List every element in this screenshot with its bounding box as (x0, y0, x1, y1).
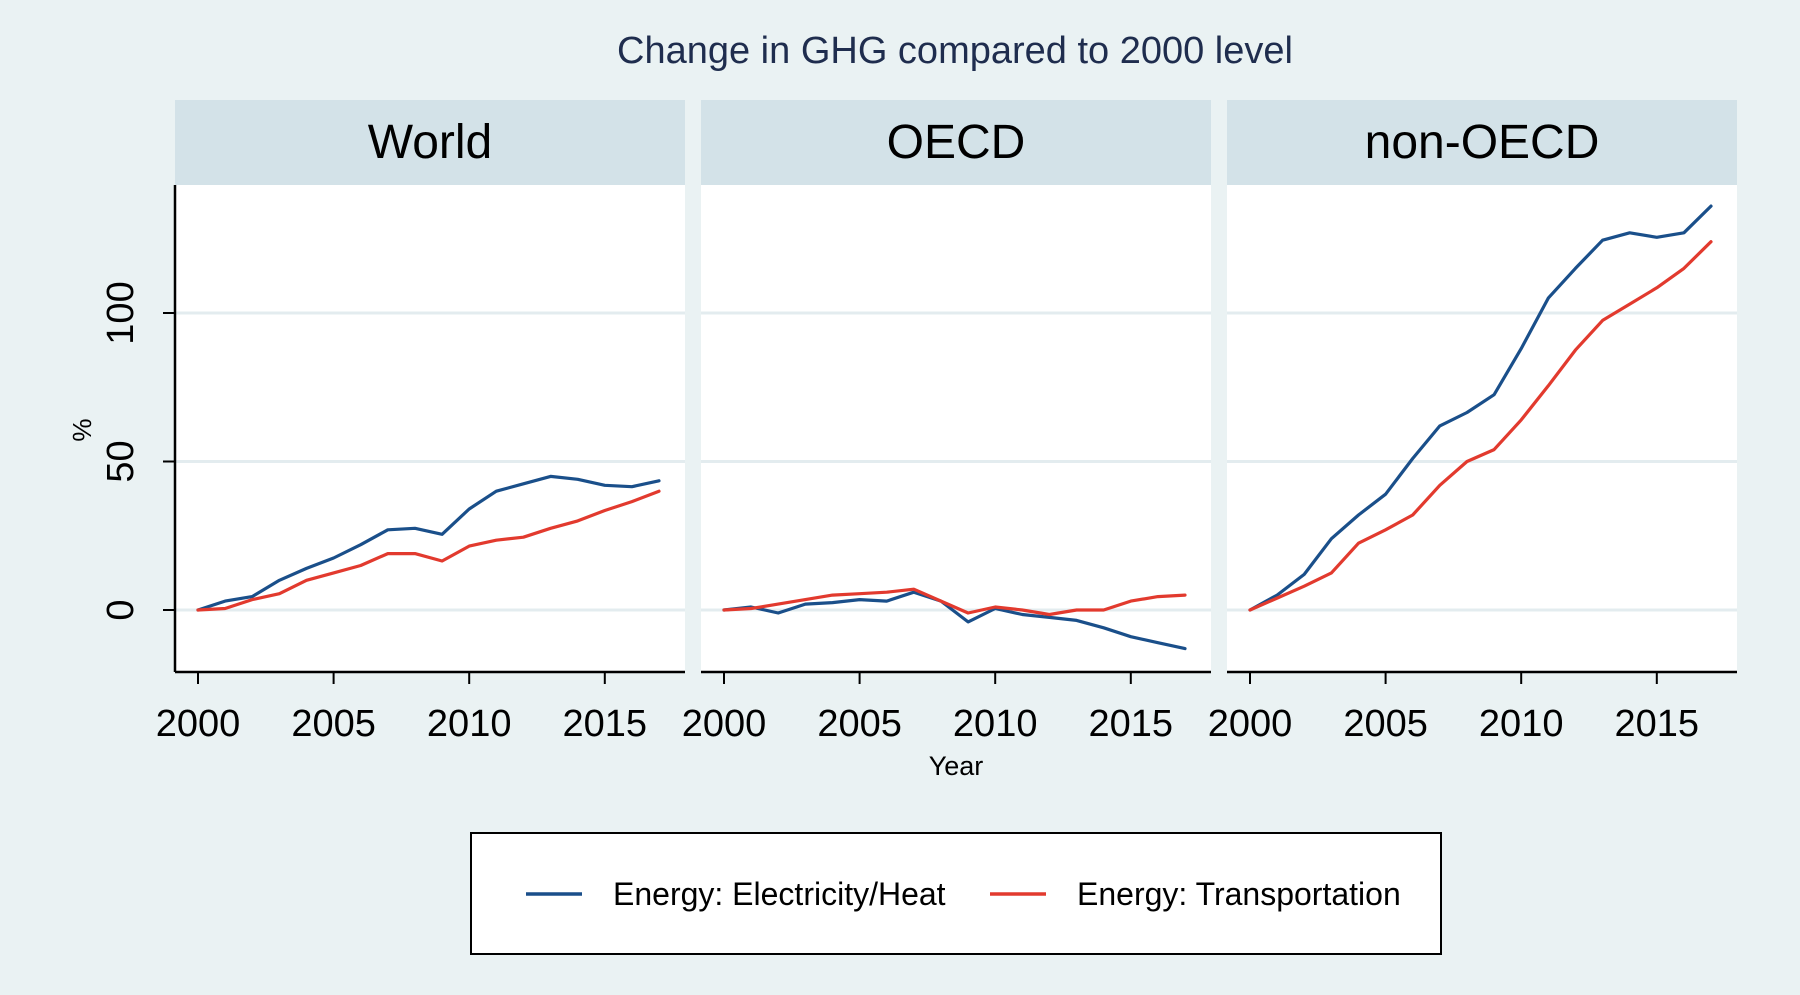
x-tick-label-non-oecd-2010: 2010 (1479, 703, 1564, 745)
plot-area-non-oecd (1227, 185, 1737, 672)
y-tick-label-50: 50 (100, 440, 142, 482)
plot-area-oecd (701, 185, 1211, 672)
x-tick-label-oecd-2005: 2005 (817, 703, 902, 745)
legend: Energy: Electricity/Heat Energy: Transpo… (470, 832, 1442, 955)
series-line-non-oecd-energy-transportation (1248, 240, 1713, 612)
y-axis-label: % (67, 418, 97, 441)
x-tick-label-world-2000: 2000 (156, 703, 241, 745)
series-line-world-energy-transportation (196, 489, 661, 612)
x-axis-label: Year (929, 751, 984, 781)
panel-oecd: OECD 2000 2005 2010 2015 (682, 100, 1211, 745)
legend-box (470, 832, 1442, 955)
x-tick-label-oecd-2000: 2000 (682, 703, 767, 745)
x-tick-label-world-2005: 2005 (291, 703, 376, 745)
x-tick-label-non-oecd-2000: 2000 (1208, 703, 1293, 745)
x-tick-label-non-oecd-2005: 2005 (1343, 703, 1428, 745)
x-tick-label-world-2015: 2015 (563, 703, 648, 745)
chart-title: Change in GHG compared to 2000 level (617, 30, 1293, 72)
legend-label-electricity-heat: Energy: Electricity/Heat (613, 876, 946, 912)
series-line-oecd-energy-transportation (722, 587, 1187, 617)
panel-non-oecd: non-OECD 2000 2005 2010 2015 (1208, 100, 1737, 745)
panel-world: World 2000 2005 2010 2015 (156, 100, 685, 745)
x-tick-label-oecd-2010: 2010 (953, 703, 1038, 745)
panel-strip-label-world: World (368, 116, 492, 169)
panel-strip-world (175, 100, 685, 185)
panel-strip-label-oecd: OECD (887, 116, 1026, 169)
series-line-oecd-energy-electricity-heat (722, 590, 1187, 651)
panel-strip-label-non-oecd: non-OECD (1365, 116, 1600, 169)
y-tick-label-100: 100 (100, 281, 142, 344)
panel-strip-oecd (701, 100, 1211, 185)
series-line-world-energy-electricity-heat (196, 474, 661, 612)
series-line-non-oecd-energy-electricity-heat (1248, 204, 1713, 612)
legend-label-transportation: Energy: Transportation (1077, 876, 1401, 912)
panels: World 2000 2005 2010 2015 OECD 2000 2005 2010 201… (100, 100, 1737, 745)
panel-strip-non-oecd (1227, 100, 1737, 185)
x-tick-label-oecd-2015: 2015 (1089, 703, 1174, 745)
y-tick-label-0: 0 (100, 599, 142, 620)
x-tick-label-non-oecd-2015: 2015 (1615, 703, 1700, 745)
x-tick-label-world-2010: 2010 (427, 703, 512, 745)
